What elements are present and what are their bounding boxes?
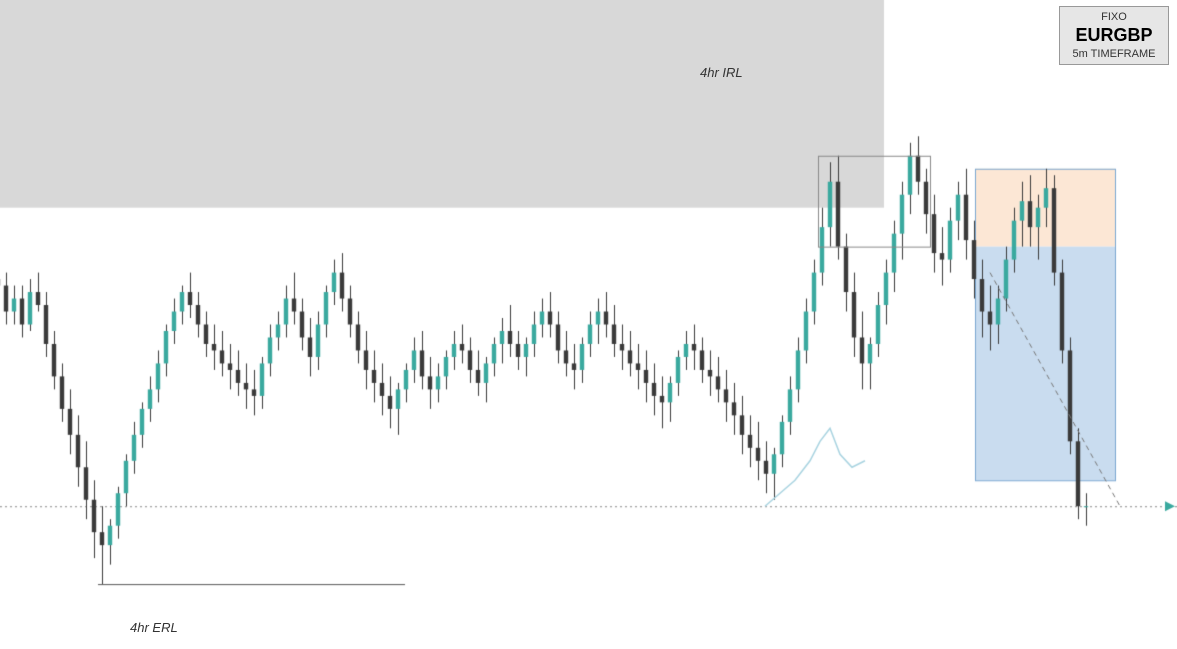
symbol-info-box: FIXO EURGBP 5m TIMEFRAME xyxy=(1059,6,1169,65)
symbol-label: EURGBP xyxy=(1062,25,1166,46)
timeframe-label: 5m TIMEFRAME xyxy=(1062,48,1166,60)
upper-zone-label: 4hr IRL xyxy=(700,65,743,80)
lower-zone-label: 4hr ERL xyxy=(130,620,178,635)
broker-label: FIXO xyxy=(1062,11,1166,23)
candlestick-chart[interactable] xyxy=(0,0,1177,649)
